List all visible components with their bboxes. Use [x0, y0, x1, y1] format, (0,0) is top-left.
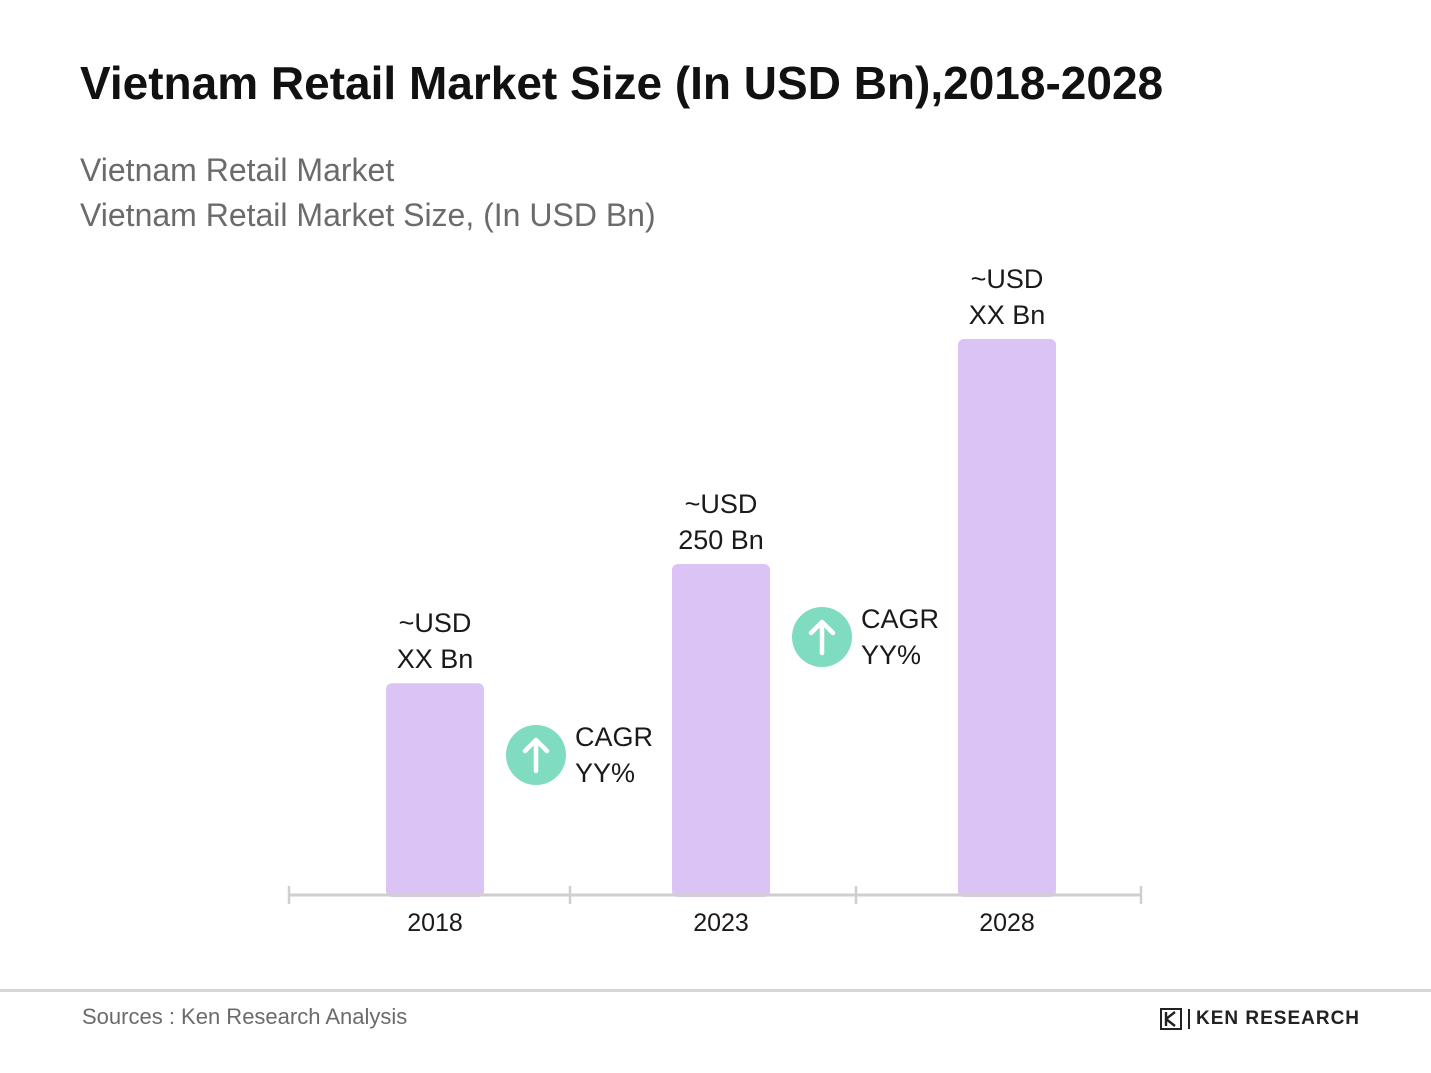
arrow-up-icon — [522, 737, 550, 774]
chart-subtitle: Vietnam Retail Market — [80, 152, 395, 188]
cagr-label-1-line1: CAGR — [575, 722, 653, 752]
bar-2018 — [386, 683, 484, 897]
x-tick-label-2023: 2023 — [693, 909, 749, 937]
cagr-label-1-line2: YY% — [575, 758, 635, 788]
bar-2023 — [672, 564, 770, 897]
cagr-label-2-line2: YY% — [861, 640, 921, 670]
value-label-2018-line2: XX Bn — [397, 644, 474, 674]
chart-subtitle-units: Vietnam Retail Market Size, (In USD Bn) — [80, 197, 656, 233]
value-label-2023-line2: 250 Bn — [678, 525, 764, 555]
value-label-2023-line1: ~USD — [685, 489, 758, 519]
footer-divider — [0, 989, 1431, 992]
ken-research-logo: KEN RESEARCH — [1160, 1008, 1360, 1030]
logo-divider — [1188, 1009, 1190, 1029]
source-note: Sources : Ken Research Analysis — [82, 1004, 408, 1029]
bar-chart: ~USD XX Bn ~USD 250 Bn ~USD XX Bn 2018 2023 2028… — [287, 264, 1143, 937]
arrow-up-icon — [808, 619, 836, 656]
value-label-2028-line2: XX Bn — [969, 300, 1046, 330]
ken-research-k-logo-icon — [1160, 1008, 1182, 1030]
logo-text: KEN RESEARCH — [1196, 1008, 1361, 1029]
x-tick-label-2018: 2018 — [407, 909, 463, 937]
x-tick-label-2028: 2028 — [979, 909, 1035, 937]
cagr-label-2-line1: CAGR — [861, 604, 939, 634]
value-label-2018-line1: ~USD — [399, 608, 472, 638]
value-label-2028-line1: ~USD — [971, 264, 1044, 294]
chart-title: Vietnam Retail Market Size (In USD Bn),2… — [80, 57, 1164, 109]
bar-2028 — [958, 339, 1056, 897]
